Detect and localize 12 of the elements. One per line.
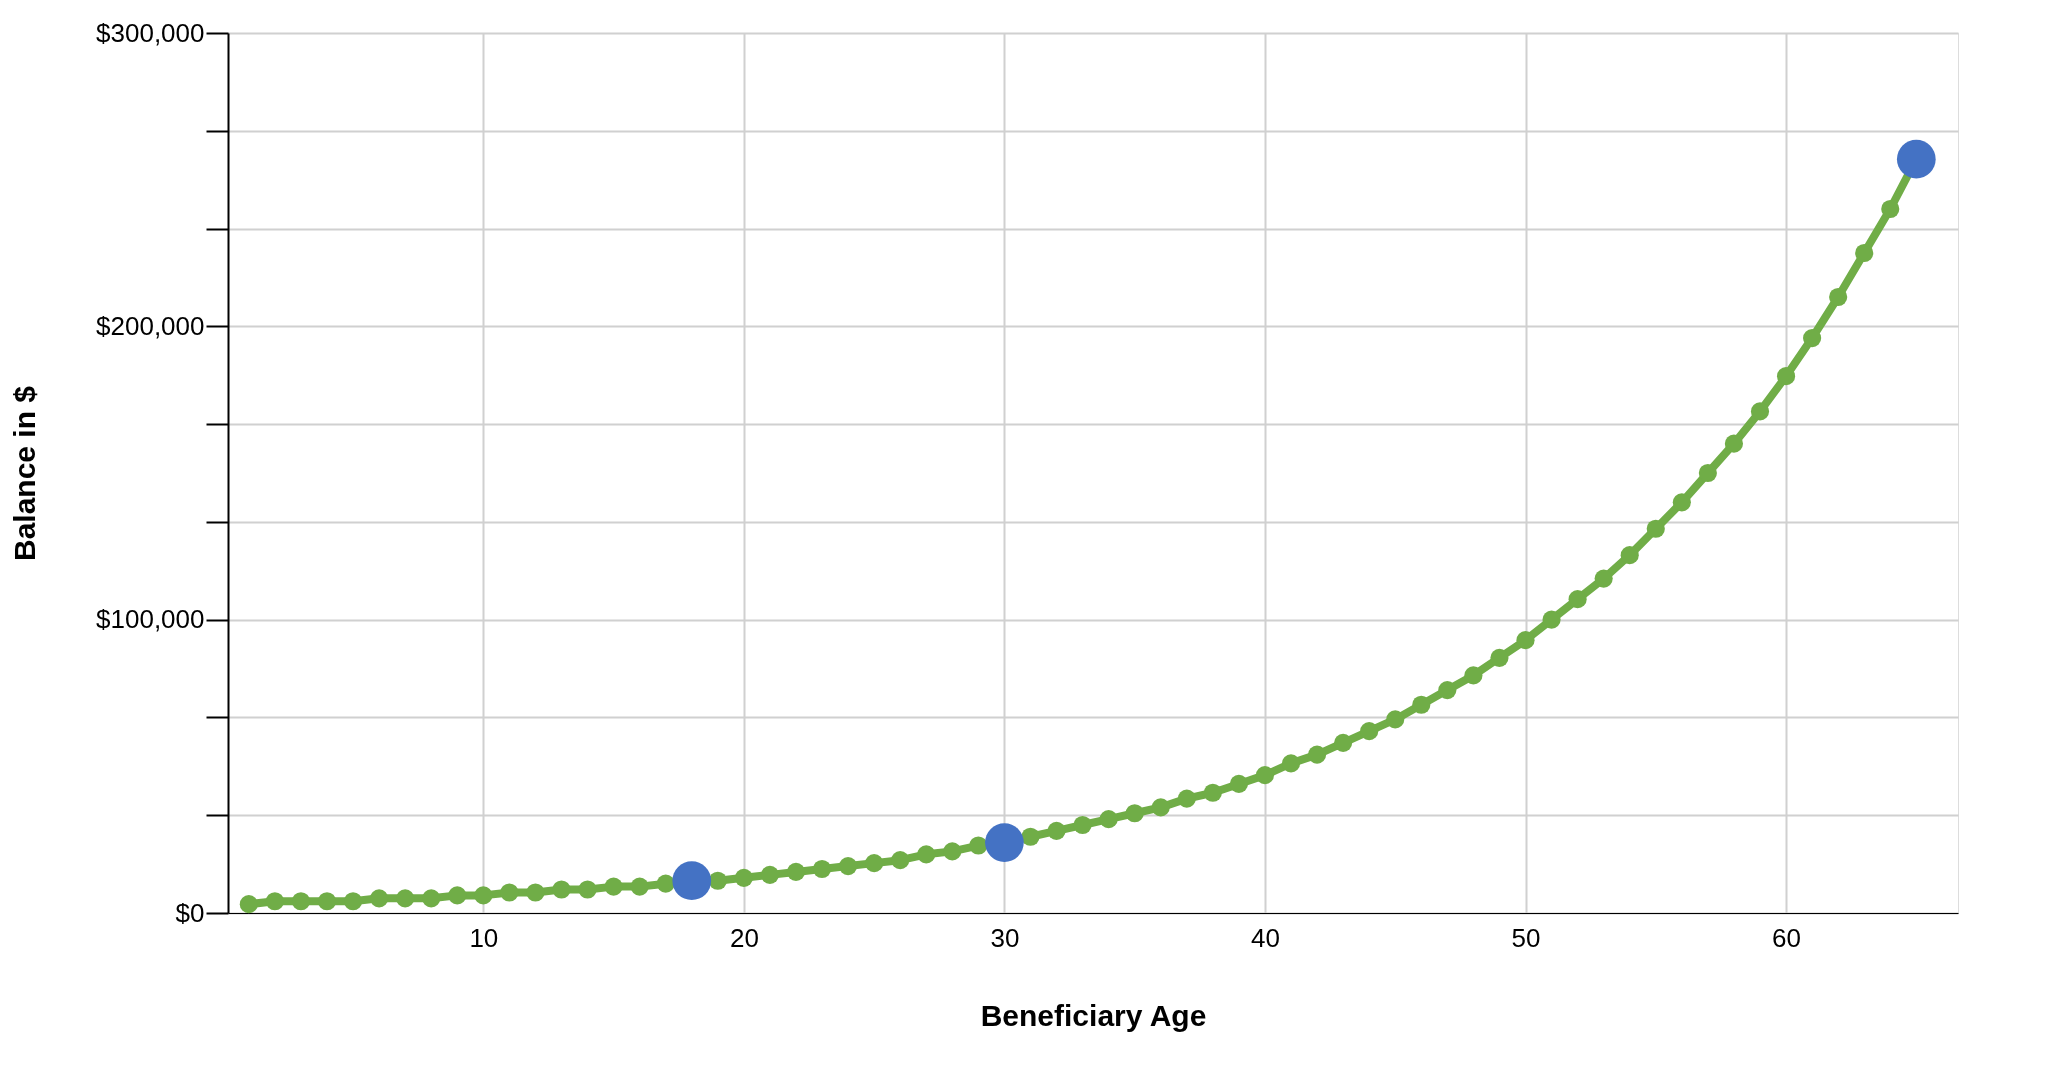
x-tick-label: 30 bbox=[990, 922, 1020, 953]
x-tick-label: 20 bbox=[729, 922, 759, 953]
y-tick-label: $200,000 bbox=[96, 310, 205, 341]
x-tick-label: 60 bbox=[1772, 922, 1801, 953]
x-tick-label: 10 bbox=[469, 922, 499, 953]
x-tick-label: 40 bbox=[1251, 922, 1280, 953]
x-axis-title: Beneficiary Age bbox=[980, 998, 1207, 1032]
y-tick-label: $0 bbox=[175, 897, 205, 928]
x-tick-label: 50 bbox=[1511, 922, 1541, 953]
y-axis-title: Balance in $ bbox=[8, 385, 42, 562]
y-tick-label: $100,000 bbox=[96, 604, 205, 635]
y-tick-label: $300,000 bbox=[96, 17, 205, 48]
